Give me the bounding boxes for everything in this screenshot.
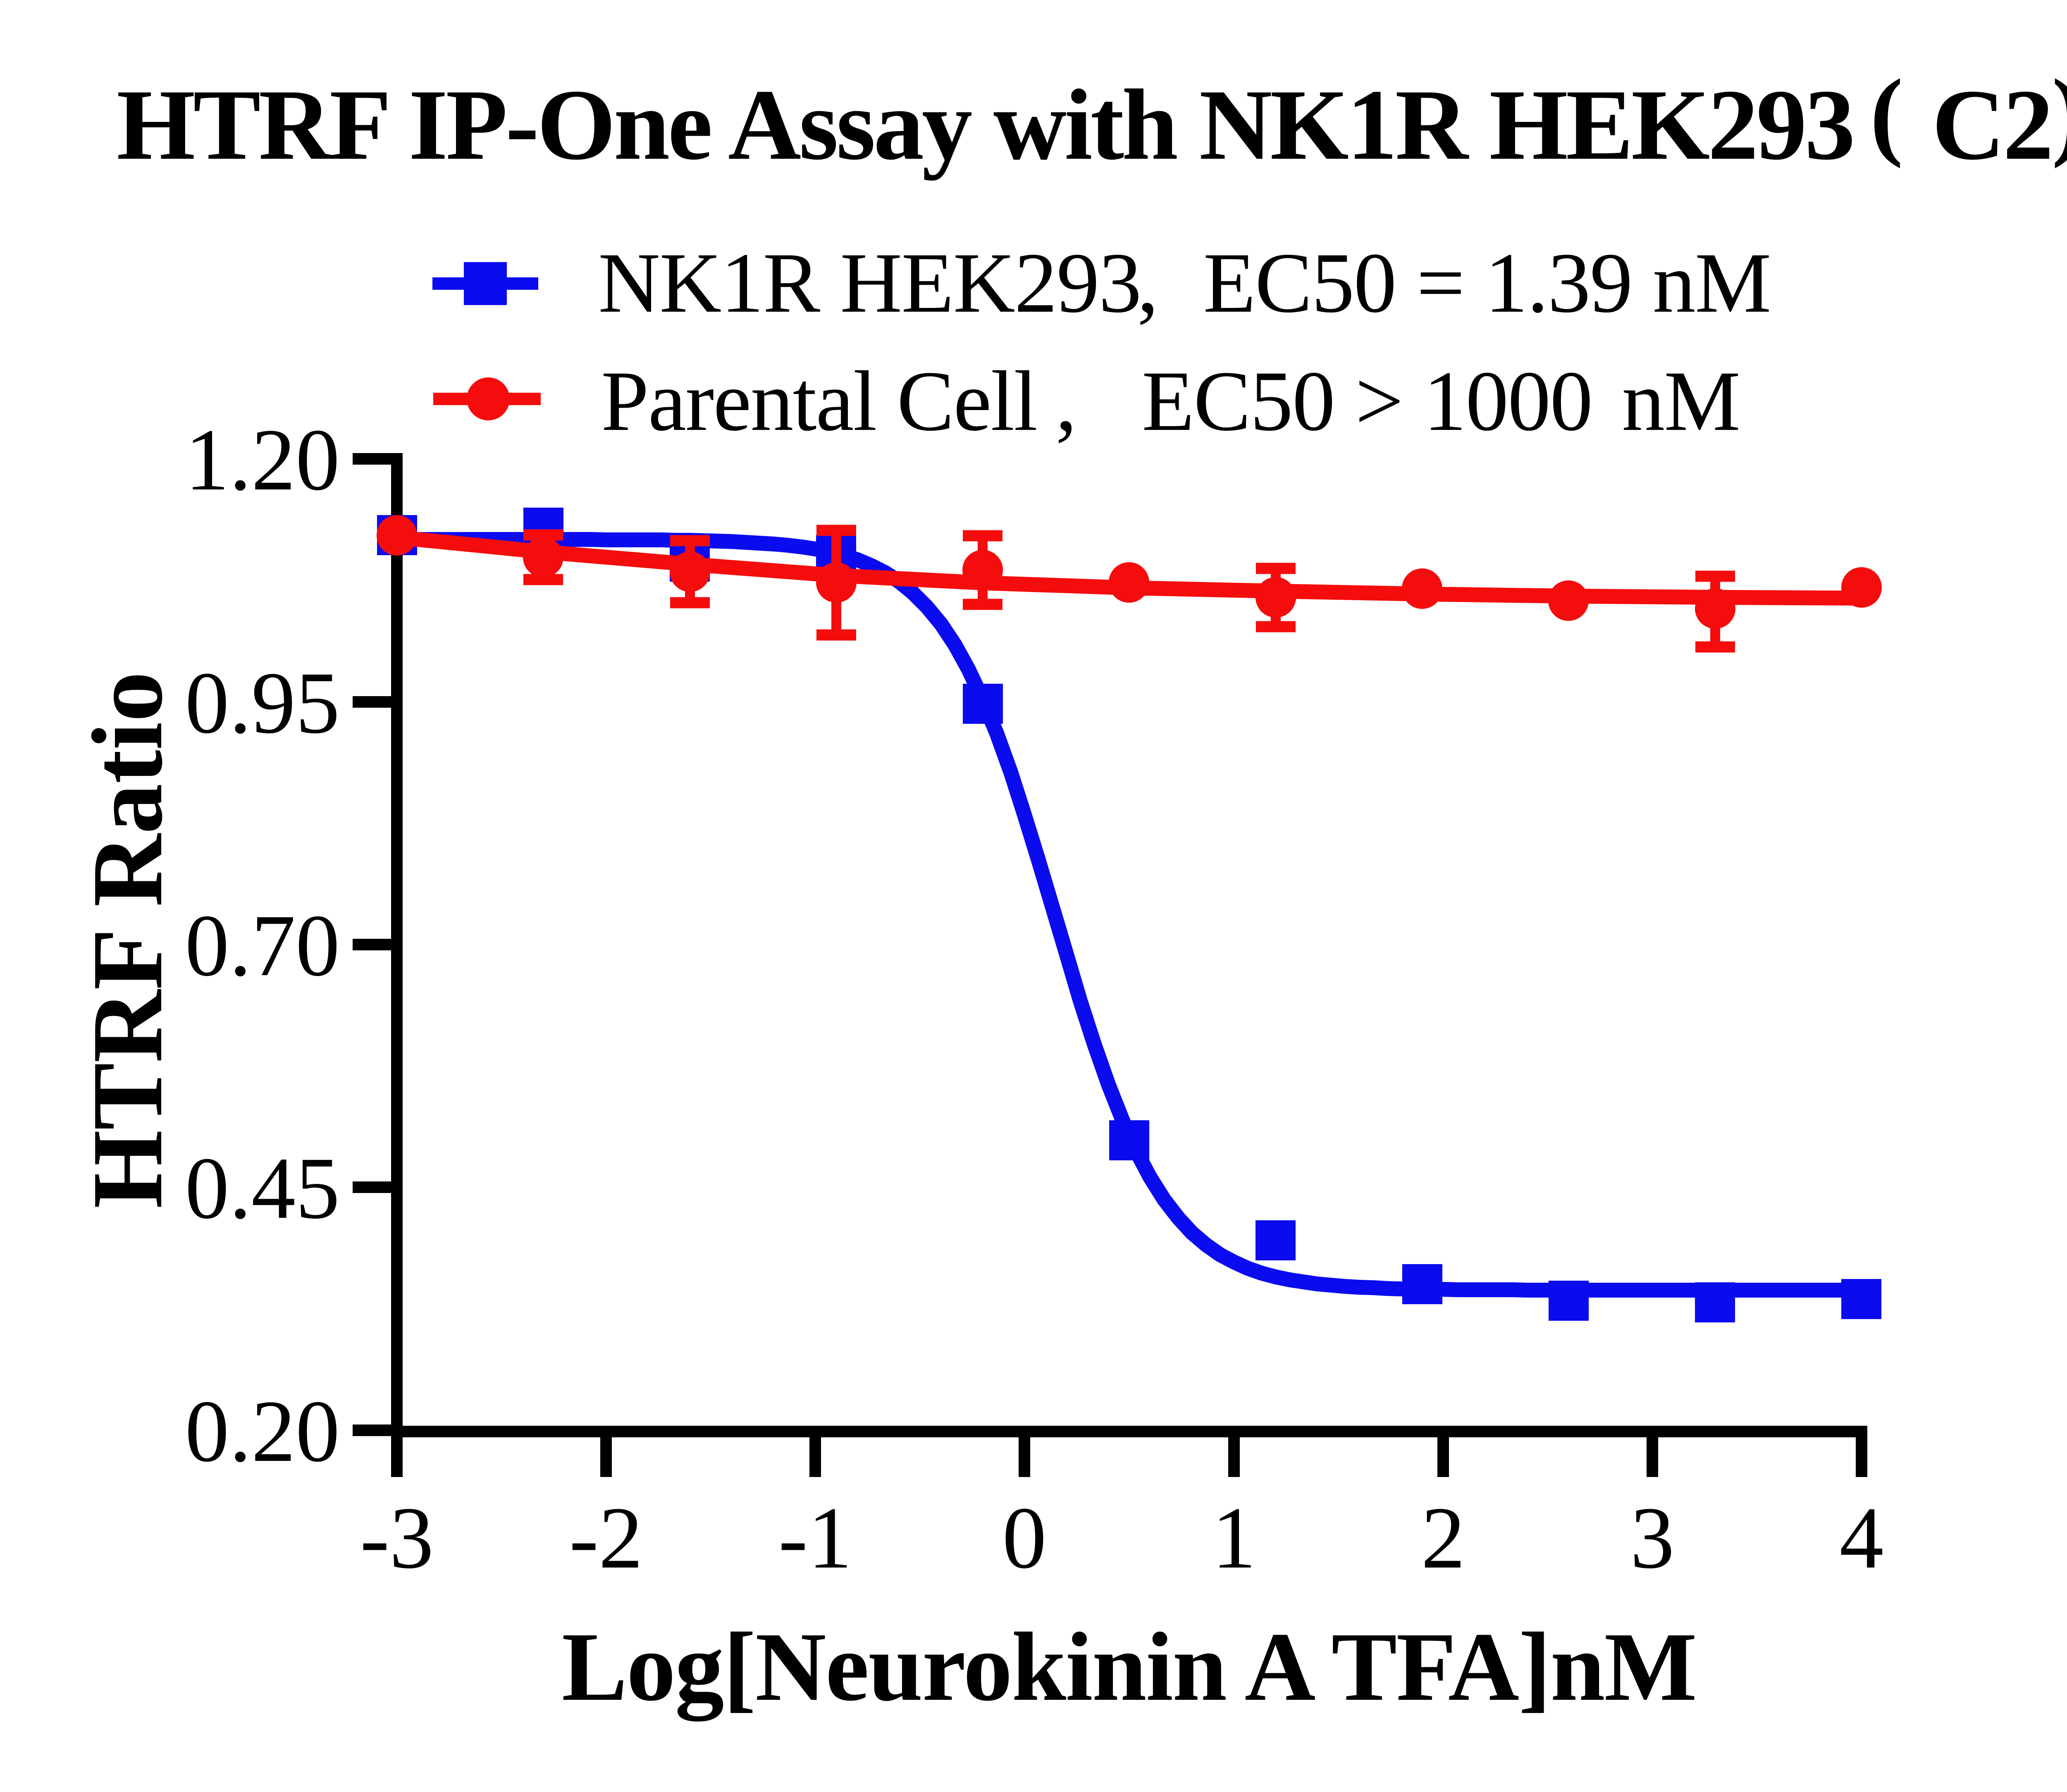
svg-text:-1: -1 [778, 1489, 852, 1587]
svg-text:-2: -2 [569, 1489, 643, 1587]
svg-text:0: 0 [1002, 1489, 1047, 1587]
svg-text:3: 3 [1630, 1489, 1675, 1587]
svg-text:0.20: 0.20 [185, 1382, 340, 1480]
svg-text:Parental Cell,EC50 > 1000 nM: Parental Cell, EC50 > 1000 nM [601, 353, 1740, 449]
svg-text:-3: -3 [360, 1489, 434, 1587]
svg-text:HTRF IP-One Assay with NK1R HE: HTRF IP-One Assay with NK1R HEK293(C2) [117, 59, 2067, 181]
svg-text:0.95: 0.95 [185, 654, 340, 752]
svg-text:4: 4 [1840, 1489, 1884, 1587]
svg-text:0.45: 0.45 [185, 1139, 340, 1237]
svg-text:2: 2 [1421, 1489, 1466, 1587]
svg-text:Log[Neurokinin A TFA]nM: Log[Neurokinin A TFA]nM [562, 1613, 1696, 1721]
svg-text:1: 1 [1212, 1489, 1256, 1587]
svg-text:HTRF Ratio: HTRF Ratio [72, 672, 183, 1209]
svg-text:0.70: 0.70 [185, 897, 340, 995]
svg-text:1.20: 1.20 [185, 411, 340, 509]
